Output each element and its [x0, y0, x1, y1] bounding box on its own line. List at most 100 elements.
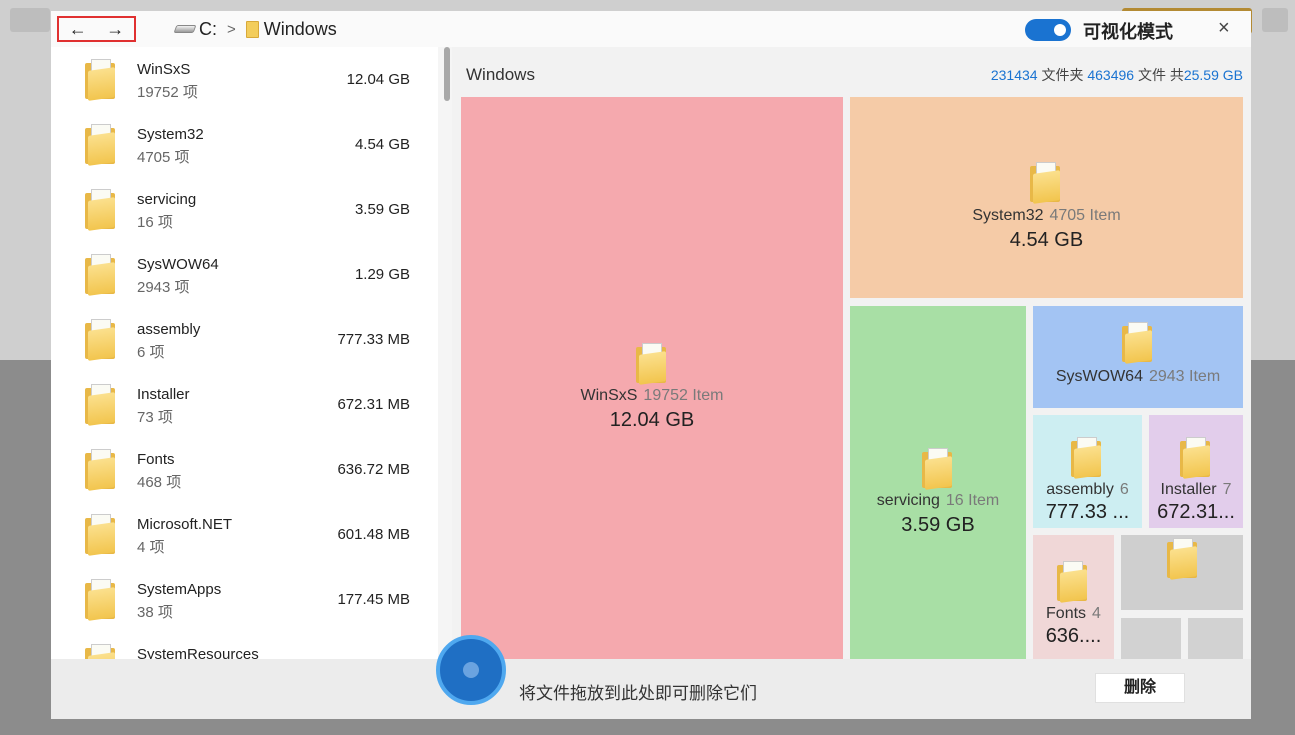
- treemap-tile-assembly[interactable]: assembly 6 777.33 ...: [1033, 415, 1142, 528]
- tile-size: 3.59 GB: [901, 514, 975, 536]
- item-count: 19752 项: [137, 84, 198, 101]
- forward-arrow-icon[interactable]: →: [106, 19, 125, 39]
- folder-icon: [85, 254, 115, 296]
- treemap-title: Windows: [466, 65, 535, 84]
- list-item[interactable]: Microsoft.NET 4 项 601.48 MB: [51, 502, 438, 567]
- folder-stats: 231434 文件夹 463496 文件 共25.59 GB: [991, 65, 1243, 85]
- visualization-mode-label: 可视化模式: [1083, 22, 1173, 42]
- treemap-tile-gray[interactable]: [1121, 535, 1243, 610]
- item-count: 6 项: [137, 344, 165, 361]
- list-item[interactable]: SystemResources: [51, 632, 438, 659]
- list-scroll-thumb[interactable]: [444, 47, 450, 101]
- tile-label: WinSxS 19752 Item: [461, 387, 843, 405]
- list-item[interactable]: Fonts 468 项 636.72 MB: [51, 437, 438, 502]
- list-item[interactable]: Installer 73 项 672.31 MB: [51, 372, 438, 437]
- tile-name: SysWOW64: [1055, 368, 1143, 385]
- files-label: 文件: [1137, 67, 1166, 83]
- tile-name: Installer: [1160, 481, 1217, 498]
- item-size: 601.48 MB: [337, 526, 410, 543]
- titlebar: ← → C: > Windows 可视化模式 ×: [51, 11, 1251, 47]
- folder-icon: [245, 20, 259, 38]
- folder-icon: [85, 514, 115, 556]
- tile-count: 6: [1119, 481, 1129, 498]
- item-name: servicing: [137, 191, 197, 208]
- item-size: 12.04 GB: [346, 71, 410, 88]
- treemap-tile-system32[interactable]: System32 4705 Item 4.54 GB: [850, 97, 1243, 298]
- tile-count: 7: [1222, 481, 1232, 498]
- treemap-tile-gray[interactable]: [1121, 618, 1181, 659]
- drop-to-delete-bar[interactable]: 将文件拖放到此处即可删除它们 删除: [51, 659, 1251, 719]
- item-name: WinSxS: [137, 61, 191, 78]
- treemap-tile-servicing[interactable]: servicing 16 Item 3.59 GB: [850, 306, 1026, 659]
- total-label: 共: [1169, 67, 1184, 83]
- tile-size: 12.04 GB: [609, 409, 695, 431]
- item-count: 38 项: [137, 604, 173, 621]
- folder-icon: [85, 644, 115, 659]
- tile-size: 4.54 GB: [1009, 229, 1084, 251]
- files-count: 463496: [1087, 67, 1135, 83]
- background-icon: [1262, 8, 1288, 32]
- breadcrumb-separator: >: [227, 20, 236, 38]
- list-item[interactable]: SysWOW64 2943 项 1.29 GB: [51, 242, 438, 307]
- item-name: Installer: [137, 386, 190, 403]
- list-item[interactable]: SystemApps 38 项 177.45 MB: [51, 567, 438, 632]
- tile-label: Fonts 4: [1033, 605, 1114, 623]
- back-arrow-icon[interactable]: ←: [68, 19, 87, 39]
- folder-icon: [85, 189, 115, 231]
- tile-count: 4: [1092, 605, 1101, 622]
- breadcrumb-folder[interactable]: Windows: [263, 18, 337, 39]
- item-size: 1.29 GB: [354, 266, 410, 283]
- item-size: 672.31 MB: [337, 396, 410, 413]
- folder-icon: [85, 59, 115, 101]
- tile-count: 16 Item: [945, 492, 1000, 509]
- drop-target-circle[interactable]: [436, 635, 506, 705]
- tile-size: 777.33 ...: [1045, 501, 1130, 523]
- folder-icon: [1167, 538, 1197, 580]
- item-size: 3.59 GB: [354, 201, 410, 218]
- folders-count: 231434: [990, 67, 1038, 83]
- folder-icon: [85, 124, 115, 166]
- tile-name: Fonts: [1046, 605, 1087, 622]
- list-item[interactable]: WinSxS 19752 项 12.04 GB: [51, 47, 438, 112]
- breadcrumb-drive[interactable]: C:: [199, 18, 217, 39]
- item-name: SystemApps: [137, 581, 222, 598]
- item-count: 16 项: [137, 214, 173, 231]
- tile-name: WinSxS: [580, 387, 638, 404]
- folder-icon: [85, 319, 115, 361]
- folder-icon: [85, 384, 115, 426]
- tile-count: 2943 Item: [1148, 368, 1221, 385]
- treemap-tile-installer[interactable]: Installer 7 672.31...: [1149, 415, 1243, 528]
- item-size: 777.33 MB: [337, 331, 410, 348]
- folder-icon: [1030, 162, 1060, 204]
- folder-icon: [1057, 561, 1087, 603]
- treemap-panel: Windows 231434 文件夹 463496 文件 共25.59 GB W…: [452, 47, 1251, 659]
- treemap-tile-winsxs[interactable]: WinSxS 19752 Item 12.04 GB: [461, 97, 843, 659]
- breadcrumb: C: > Windows: [173, 17, 337, 41]
- drive-icon: [173, 25, 197, 33]
- folder-list: WinSxS 19752 项 12.04 GB System32 4705 项 …: [51, 47, 438, 659]
- close-icon[interactable]: ×: [1218, 17, 1230, 39]
- item-name: assembly: [137, 321, 201, 338]
- visualization-mode-toggle[interactable]: [1025, 19, 1071, 41]
- delete-button[interactable]: 删除: [1095, 673, 1185, 703]
- folder-icon: [85, 579, 115, 621]
- item-name: Fonts: [137, 451, 175, 468]
- tile-label: SysWOW64 2943 Item: [1033, 368, 1243, 386]
- item-count: 2943 项: [137, 279, 190, 296]
- tile-size: 636....: [1045, 625, 1102, 647]
- list-item[interactable]: System32 4705 项 4.54 GB: [51, 112, 438, 177]
- tile-size: 672.31...: [1157, 501, 1235, 523]
- treemap-tile-fonts[interactable]: Fonts 4 636....: [1033, 535, 1114, 659]
- item-count: 4705 项: [137, 149, 190, 166]
- tile-label: assembly 6: [1033, 481, 1142, 499]
- folder-icon: [1071, 437, 1101, 479]
- list-item[interactable]: servicing 16 项 3.59 GB: [51, 177, 438, 242]
- list-scrollbar[interactable]: [438, 47, 452, 659]
- list-item[interactable]: assembly 6 项 777.33 MB: [51, 307, 438, 372]
- item-count: 73 项: [137, 409, 173, 426]
- treemap-tile-syswow64[interactable]: SysWOW64 2943 Item: [1033, 306, 1243, 408]
- tile-label: Installer 7: [1149, 481, 1243, 499]
- item-name: SystemResources: [137, 646, 259, 659]
- treemap-tile-gray[interactable]: [1188, 618, 1243, 659]
- total-size: 25.59 GB: [1183, 67, 1243, 83]
